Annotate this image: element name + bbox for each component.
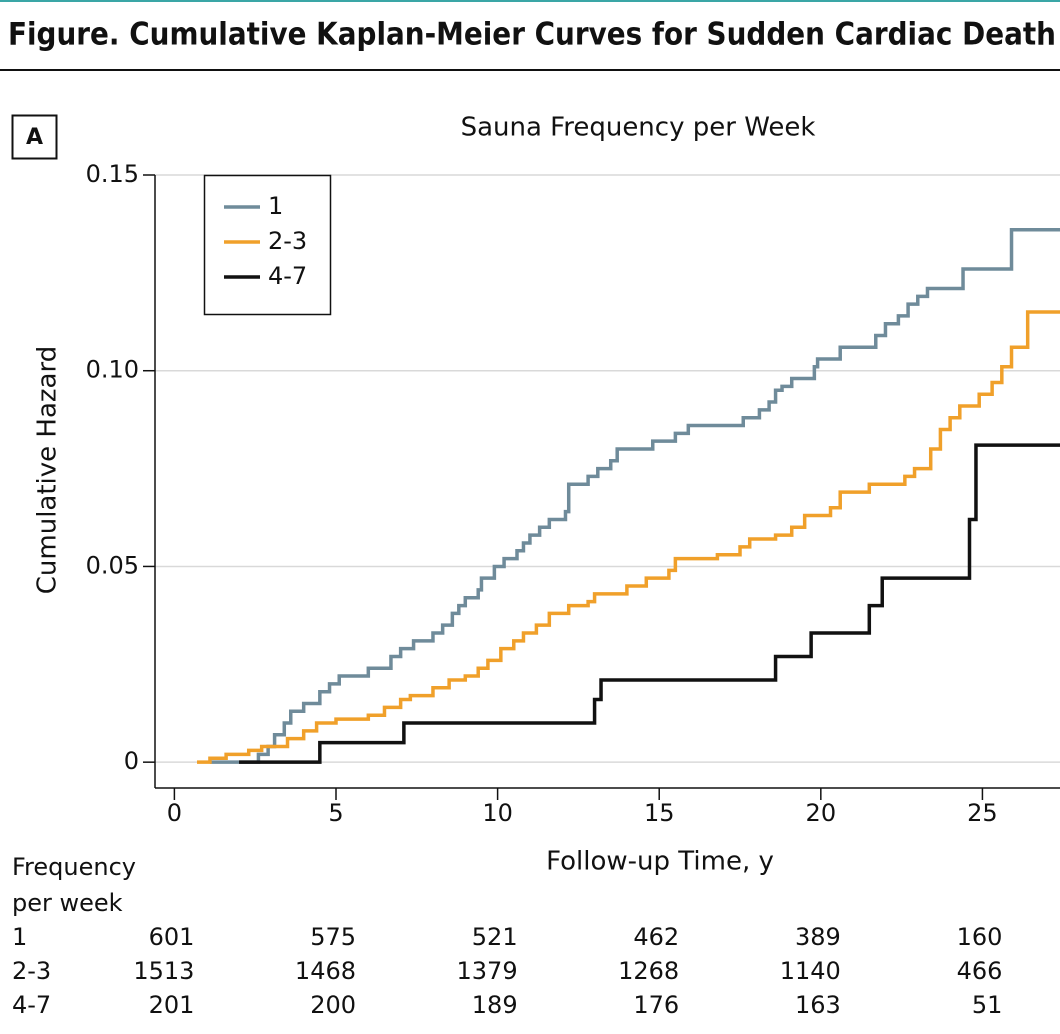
top-rule bbox=[0, 0, 1060, 2]
legend-label: 2-3 bbox=[268, 227, 307, 255]
risk-count: 1379 bbox=[457, 957, 518, 985]
legend-label: 4-7 bbox=[268, 262, 307, 290]
km-curve bbox=[197, 310, 1060, 764]
panel-label-box bbox=[11, 114, 58, 160]
x-tick-label: 25 bbox=[967, 799, 998, 827]
x-tick-label: 5 bbox=[328, 799, 343, 827]
x-tick-label: 20 bbox=[806, 799, 837, 827]
risk-count: 1513 bbox=[133, 957, 194, 985]
figure-title: Figure. Cumulative Kaplan-Meier Curves f… bbox=[8, 17, 1056, 53]
risk-row-label: 2-3 bbox=[12, 957, 51, 985]
risk-count: 389 bbox=[795, 923, 841, 951]
risk-count: 462 bbox=[633, 923, 679, 951]
x-tick-label: 0 bbox=[167, 799, 182, 827]
legend-box bbox=[203, 174, 332, 316]
km-curve bbox=[209, 228, 1060, 764]
risk-count: 575 bbox=[310, 923, 356, 951]
y-axis-title: Cumulative Hazard bbox=[33, 346, 63, 594]
risk-count: 201 bbox=[149, 991, 195, 1019]
risk-count: 176 bbox=[633, 991, 679, 1019]
risk-count: 51 bbox=[972, 991, 1003, 1019]
panel-label: A bbox=[26, 125, 43, 150]
risk-count: 189 bbox=[472, 991, 518, 1019]
risk-count: 466 bbox=[957, 957, 1003, 985]
y-tick-label: 0.15 bbox=[86, 160, 139, 188]
y-tick-label: 0.10 bbox=[86, 356, 139, 384]
risk-row-label: 4-7 bbox=[12, 991, 51, 1019]
y-tick-label: 0.05 bbox=[86, 551, 139, 579]
km-curve bbox=[239, 443, 1060, 764]
risk-count: 521 bbox=[472, 923, 518, 951]
risk-count: 1468 bbox=[295, 957, 356, 985]
risk-count: 601 bbox=[149, 923, 195, 951]
x-tick-label: 10 bbox=[482, 799, 513, 827]
risk-table-header: Frequency per week bbox=[12, 853, 136, 917]
risk-row-label: 1 bbox=[12, 923, 27, 951]
y-tick-label: 0 bbox=[124, 747, 139, 775]
legend-label: 1 bbox=[268, 192, 283, 220]
risk-count: 1140 bbox=[780, 957, 841, 985]
risk-count: 160 bbox=[957, 923, 1003, 951]
x-axis-title: Follow-up Time, y bbox=[546, 847, 774, 877]
title-rule bbox=[0, 69, 1060, 71]
risk-count: 200 bbox=[310, 991, 356, 1019]
risk-count: 1268 bbox=[618, 957, 679, 985]
chart-title: Sauna Frequency per Week bbox=[461, 113, 816, 143]
x-tick-label: 15 bbox=[644, 799, 675, 827]
risk-count: 163 bbox=[795, 991, 841, 1019]
